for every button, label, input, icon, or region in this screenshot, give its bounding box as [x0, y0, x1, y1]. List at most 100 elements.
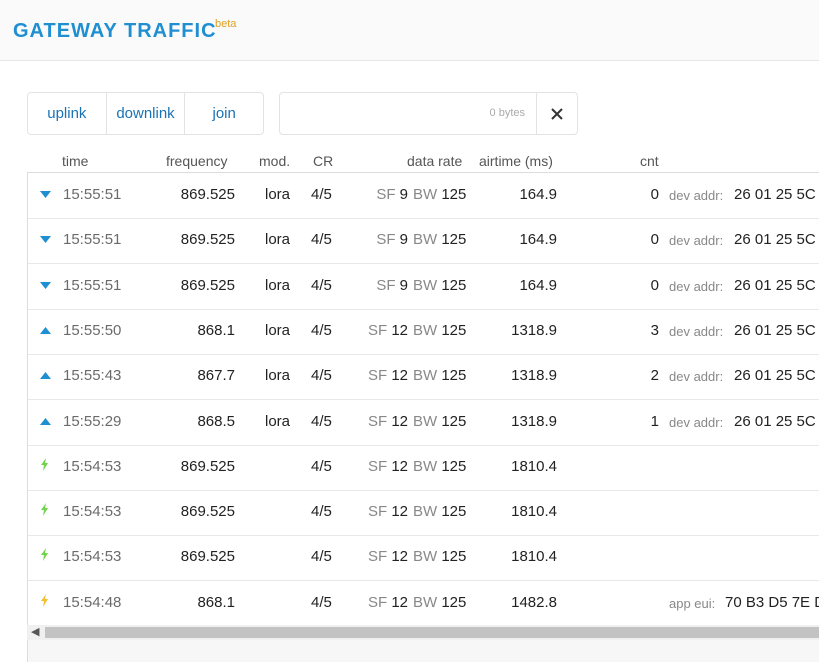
page-title: GATEWAY TRAFFIC [13, 20, 217, 42]
table-row[interactable]: 15:54:53 869.525 4/5 SF 12 BW 125 1810.4 [28, 535, 819, 582]
scroll-left-arrow-icon[interactable]: ◀ [31, 626, 40, 638]
sf-value: 9 [399, 231, 408, 249]
bw-value: 125 [441, 593, 467, 611]
cell-sf: SF 12 [368, 594, 408, 611]
cell-frequency: 868.1 [197, 593, 235, 611]
cell-bw: BW 125 [413, 594, 466, 611]
cell-bw: BW 125 [413, 503, 466, 520]
cell-sf: SF 9 [368, 231, 408, 248]
sf-value: 9 [399, 276, 408, 294]
cell-time: 15:54:53 [63, 457, 122, 475]
table-row[interactable]: 15:54:53 869.525 4/5 SF 12 BW 125 1810.4 [28, 445, 819, 491]
sf-value: 12 [391, 548, 409, 566]
sf-label: SF [368, 412, 388, 430]
close-icon [551, 107, 563, 120]
table-row[interactable]: 15:55:51 869.525 lora 4/5 SF 9 BW 125 164.9 0 de… [28, 264, 819, 310]
sf-label: SF [376, 186, 396, 203]
bw-label: BW [413, 321, 438, 339]
horizontal-scrollbar[interactable]: ◀ [27, 625, 819, 640]
cell-bw: BW 125 [413, 322, 466, 339]
bytes-counter: 0 bytes [489, 107, 525, 119]
cell-cnt: 0 [650, 186, 659, 203]
table-header: time frequency mod. CR data rate airtime… [27, 153, 819, 173]
bw-label: BW [413, 186, 438, 203]
sf-value: 9 [399, 186, 408, 203]
cell-airtime: 164.9 [519, 186, 557, 203]
join-accept-bolt-icon [40, 457, 49, 475]
cell-sf: SF 12 [368, 458, 408, 475]
sf-value: 12 [391, 457, 409, 475]
table-row[interactable]: 15:54:48 868.1 4/5 SF 12 BW 125 1482.8 app eui… [28, 581, 819, 626]
sf-label: SF [368, 367, 388, 385]
cell-airtime: 1810.4 [511, 457, 557, 475]
cell-time: 15:55:43 [63, 367, 122, 385]
downlink-arrow-icon [40, 231, 51, 248]
bw-value: 125 [441, 231, 467, 249]
sf-label: SF [368, 503, 388, 521]
clear-button[interactable] [536, 93, 577, 134]
traffic-table: 15:55:51 869.525 lora 4/5 SF 9 BW 125 164.9 0 de… [27, 172, 819, 626]
cell-key-label: dev addr: [669, 278, 724, 294]
tab-uplink[interactable]: uplink [28, 93, 107, 134]
cell-key-label: dev addr: [669, 414, 724, 430]
table-row[interactable]: 15:54:53 869.525 4/5 SF 12 BW 125 1810.4 [28, 490, 819, 537]
cell-frequency: 869.525 [180, 503, 235, 521]
sf-value: 12 [391, 321, 409, 339]
page-header: GATEWAY TRAFFIC beta [0, 0, 819, 61]
bw-value: 125 [441, 321, 467, 339]
bw-value: 125 [441, 186, 467, 203]
cell-key-label: dev addr: [669, 233, 724, 249]
cell-key-value: 26 01 25 5C [734, 367, 816, 385]
cell-cnt: 3 [650, 321, 659, 339]
table-row[interactable]: 15:55:51 869.525 lora 4/5 SF 9 BW 125 164.9 0 de… [28, 218, 819, 265]
col-mod: mod. [259, 153, 291, 169]
cell-time: 15:54:48 [63, 593, 122, 611]
cell-key-label: dev addr: [669, 188, 724, 203]
cell-sf: SF 9 [368, 186, 408, 203]
cell-bw: BW 125 [413, 548, 466, 565]
bw-label: BW [413, 367, 438, 385]
bw-value: 125 [441, 503, 467, 521]
tab-join[interactable]: join [212, 105, 236, 122]
cell-cnt: 1 [650, 412, 659, 430]
cell-key-value: 26 01 25 5C [734, 321, 816, 339]
cell-airtime: 1482.8 [511, 593, 557, 611]
cell-bw: BW 125 [413, 186, 466, 203]
cell-airtime: 1318.9 [511, 367, 557, 385]
cell-key-label: app eui: [669, 595, 716, 611]
bw-label: BW [413, 231, 438, 249]
cell-time: 15:55:51 [63, 186, 122, 203]
cell-airtime: 164.9 [519, 231, 557, 249]
scrollbar-thumb[interactable] [45, 627, 819, 638]
table-row[interactable]: 15:55:50 868.1 lora 4/5 SF 12 BW 125 1318.9 3 de… [28, 309, 819, 355]
cell-cr: 4/5 [311, 186, 332, 203]
table-row[interactable]: 15:55:43 867.7 lora 4/5 SF 12 BW 125 1318.9 2 de… [28, 354, 819, 401]
filter-input-box[interactable]: 0 bytes [279, 92, 578, 135]
bw-label: BW [413, 457, 438, 475]
cell-frequency: 868.5 [197, 412, 235, 430]
downlink-arrow-icon [40, 277, 51, 294]
join-accept-bolt-icon [40, 548, 49, 565]
cell-cr: 4/5 [311, 231, 332, 249]
col-cnt: cnt [640, 153, 659, 169]
cell-cr: 4/5 [311, 548, 332, 566]
cell-key-value: 26 01 25 5C [734, 231, 816, 249]
col-airtime: airtime (ms) [479, 153, 553, 169]
table-row[interactable]: 15:55:29 868.5 lora 4/5 SF 12 BW 125 1318.9 1 de… [28, 400, 819, 446]
beta-badge: beta [215, 18, 237, 30]
table-row[interactable]: 15:55:51 869.525 lora 4/5 SF 9 BW 125 164.9 0 de… [28, 173, 819, 219]
sf-label: SF [368, 548, 388, 566]
cell-frequency: 869.525 [180, 457, 235, 475]
uplink-arrow-icon [40, 367, 51, 384]
cell-cr: 4/5 [311, 457, 332, 475]
cell-bw: BW 125 [413, 458, 466, 475]
cell-bw: BW 125 [413, 277, 466, 294]
cell-sf: SF 12 [368, 548, 408, 565]
tab-downlink[interactable]: downlink [107, 93, 186, 134]
cell-airtime: 1810.4 [511, 503, 557, 521]
uplink-arrow-icon [40, 413, 51, 430]
cell-cr: 4/5 [311, 593, 332, 611]
cell-frequency: 869.525 [180, 231, 235, 249]
cell-mod: lora [265, 231, 291, 249]
cell-frequency: 869.525 [180, 276, 235, 294]
